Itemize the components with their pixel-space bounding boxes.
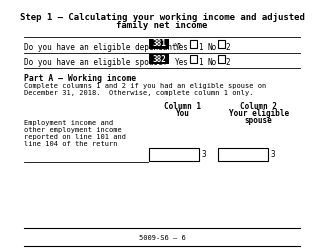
Text: 3: 3 xyxy=(271,150,275,159)
Text: 382: 382 xyxy=(152,54,166,64)
Text: spouse: spouse xyxy=(245,116,272,125)
Text: You: You xyxy=(176,109,190,118)
Text: 3: 3 xyxy=(202,150,206,159)
Text: Your eligible: Your eligible xyxy=(229,109,289,118)
Text: No: No xyxy=(208,43,217,52)
Text: 1: 1 xyxy=(198,43,202,52)
Text: 5009-S6 – 6: 5009-S6 – 6 xyxy=(139,235,185,241)
Bar xyxy=(190,40,197,48)
Text: Employment income and: Employment income and xyxy=(24,120,113,126)
Bar xyxy=(149,39,169,49)
Text: 2: 2 xyxy=(226,58,230,67)
Bar xyxy=(218,148,268,161)
Text: No: No xyxy=(208,58,217,67)
Bar xyxy=(217,54,225,62)
Bar xyxy=(217,40,225,48)
Bar xyxy=(149,54,169,64)
Bar xyxy=(149,148,199,161)
Text: Complete columns 1 and 2 if you had an eligible spouse on: Complete columns 1 and 2 if you had an e… xyxy=(24,83,266,89)
Text: line 104 of the return: line 104 of the return xyxy=(24,141,118,147)
Text: Do you have an eligible spouse?: Do you have an eligible spouse? xyxy=(24,58,168,67)
Text: 1: 1 xyxy=(198,58,202,67)
Text: December 31, 2018.  Otherwise, complete column 1 only.: December 31, 2018. Otherwise, complete c… xyxy=(24,90,254,96)
Text: Do you have an eligible dependant?: Do you have an eligible dependant? xyxy=(24,43,181,52)
Text: 381: 381 xyxy=(152,40,166,48)
Text: 2: 2 xyxy=(226,43,230,52)
Text: other employment income: other employment income xyxy=(24,127,122,133)
Text: reported on line 101 and: reported on line 101 and xyxy=(24,134,126,140)
Text: Part A – Working income: Part A – Working income xyxy=(24,74,136,83)
Text: Yes: Yes xyxy=(175,43,189,52)
Text: Column 2: Column 2 xyxy=(240,102,277,111)
Text: family net income: family net income xyxy=(116,21,208,30)
Text: Column 1: Column 1 xyxy=(164,102,201,111)
Bar xyxy=(190,54,197,62)
Text: Step 1 – Calculating your working income and adjusted: Step 1 – Calculating your working income… xyxy=(19,13,305,22)
Text: Yes: Yes xyxy=(175,58,189,67)
